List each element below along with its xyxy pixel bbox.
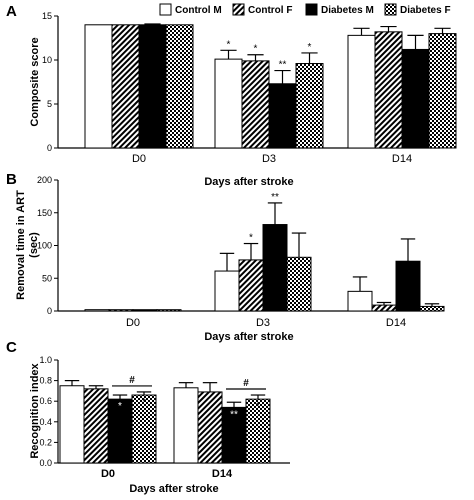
bar-control-f-d0 (108, 309, 134, 312)
bar-control-m-d14 (347, 290, 373, 312)
panel-letter-b: B (6, 171, 17, 188)
bar-diabetes-m-d14 (401, 48, 430, 149)
bar-control-f-d3 (241, 60, 270, 149)
bar-diabetes-m-d3 (262, 224, 288, 312)
x-category-d14: D14 (386, 317, 406, 329)
legend-label-diabetes-f: Diabetes F (400, 5, 451, 16)
bar-control-f-d0 (111, 24, 140, 149)
panel-letter-c: C (6, 339, 17, 356)
bar-diabetes-m-d0 (132, 309, 158, 312)
significance-marker: * (254, 44, 258, 55)
bar-diabetes-f-d3 (295, 63, 324, 149)
bar-diabetes-f-d0 (165, 24, 194, 149)
bar-control-f-d14 (197, 391, 223, 464)
bar-control-m-d14 (173, 387, 199, 464)
significance-marker: * (256, 401, 260, 412)
legend-label-control-m: Control M (175, 5, 222, 16)
x-category-d0: D0 (126, 317, 140, 329)
x-category-d0: D0 (132, 153, 146, 165)
x-category-d14: D14 (392, 153, 412, 165)
y-tick-label: 0.6 (39, 396, 52, 406)
legend-swatch-diabetes-m (305, 3, 318, 16)
significance-marker: ** (271, 192, 279, 203)
comparison-marker: # (243, 378, 249, 389)
y-tick-label: 150 (37, 208, 52, 218)
y-tick-label: 0.8 (39, 376, 52, 386)
bar-control-f-d0 (83, 388, 109, 464)
bar-diabetes-m-d3 (268, 83, 297, 149)
bar-control-f-d14 (371, 304, 397, 312)
significance-marker: * (142, 397, 146, 408)
panel-b-chart: 0 50 100 150 200 Removal time in ART(sec) D0 D3… (15, 175, 445, 343)
y-tick-label: 0.4 (39, 417, 52, 427)
bar-diabetes-f-d14 (419, 305, 445, 312)
x-category-d3: D3 (256, 317, 270, 329)
panel-letter-a: A (6, 3, 17, 20)
y-axis-title: Removal time in ART(sec) (15, 190, 40, 300)
y-tick-label: 0 (47, 306, 52, 316)
legend-swatch-control-m (159, 3, 172, 16)
bar-diabetes-m-d14 (395, 260, 421, 312)
x-category-d0: D0 (101, 468, 115, 480)
bar-control-m-d0 (84, 309, 110, 312)
significance-marker: * (227, 39, 231, 50)
legend: Control M Control F Diabetes M Diabetes … (159, 3, 451, 16)
significance-marker: * (118, 401, 122, 412)
bar-control-m-d0 (59, 385, 85, 464)
y-tick-label: 0.2 (39, 437, 52, 447)
y-tick-label: 0.0 (39, 458, 52, 468)
y-tick-label: 200 (37, 175, 52, 185)
bar-diabetes-f-d14 (428, 33, 457, 149)
y-tick-label: 15 (42, 11, 52, 21)
bar-diabetes-m-d14 (221, 406, 247, 464)
legend-swatch-diabetes-f (384, 3, 397, 16)
y-axis-title: Composite score (29, 37, 41, 126)
significance-marker: ** (279, 60, 287, 71)
significance-marker: * (249, 233, 253, 244)
y-tick-label: 10 (42, 55, 52, 65)
bar-control-m-d14 (347, 34, 376, 149)
y-tick-label: 100 (37, 241, 52, 251)
significance-marker: * (308, 42, 312, 53)
bar-diabetes-f-d14 (245, 398, 271, 464)
y-axis-title: Recognition index (29, 362, 41, 458)
x-category-d14: D14 (212, 468, 233, 480)
bar-control-m-d3 (214, 270, 240, 312)
y-tick-label: 1.0 (39, 355, 52, 365)
bar-diabetes-f-d0 (156, 309, 182, 312)
bar-diabetes-f-d0 (131, 394, 157, 464)
bar-control-m-d0 (84, 24, 113, 149)
x-category-d3: D3 (262, 153, 276, 165)
x-axis-title: Days after stroke (204, 176, 293, 188)
x-axis-title: Days after stroke (129, 483, 218, 495)
legend-swatch-control-f (232, 3, 245, 16)
bar-control-m-d3 (214, 58, 243, 149)
bar-control-f-d3 (238, 259, 264, 312)
legend-label-diabetes-m: Diabetes M (321, 5, 374, 16)
legend-label-control-f: Control F (248, 5, 292, 16)
bar-control-f-d14 (374, 31, 403, 149)
x-axis-title: Days after stroke (204, 331, 293, 343)
comparison-marker: # (129, 375, 135, 386)
y-tick-label: 0 (47, 143, 52, 153)
bar-diabetes-f-d3 (286, 256, 312, 312)
y-tick-label: 5 (47, 99, 52, 109)
bar-diabetes-m-d0 (138, 24, 167, 149)
significance-marker: ** (230, 409, 238, 420)
y-tick-label: 50 (42, 273, 52, 283)
